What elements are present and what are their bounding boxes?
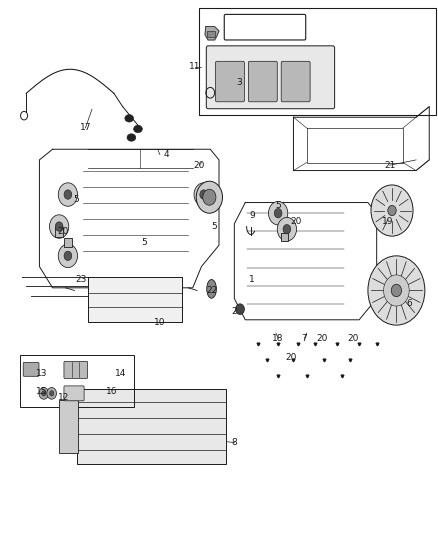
Bar (64, 238, 72, 247)
Circle shape (58, 244, 78, 268)
Text: 14: 14 (115, 369, 126, 377)
Circle shape (42, 391, 46, 396)
Text: 20: 20 (316, 334, 328, 343)
Bar (20, 355, 134, 407)
Text: 11: 11 (189, 62, 201, 71)
Circle shape (277, 217, 297, 241)
FancyBboxPatch shape (64, 386, 84, 401)
Circle shape (55, 222, 63, 231)
Text: 4: 4 (164, 150, 169, 159)
Circle shape (203, 189, 216, 205)
Text: 20: 20 (286, 353, 297, 361)
Circle shape (47, 387, 57, 399)
Text: 20: 20 (347, 334, 358, 343)
Text: 5: 5 (141, 238, 148, 247)
Text: 5: 5 (74, 196, 80, 204)
Circle shape (58, 183, 78, 206)
Text: 5: 5 (212, 222, 218, 231)
Text: 20: 20 (58, 228, 69, 236)
Text: 16: 16 (106, 387, 117, 396)
Bar (281, 233, 288, 241)
Circle shape (268, 201, 288, 225)
Circle shape (236, 304, 244, 314)
Text: 3: 3 (236, 78, 242, 87)
Circle shape (196, 181, 223, 213)
Circle shape (384, 275, 409, 306)
Text: 10: 10 (154, 318, 166, 327)
Text: 5: 5 (275, 201, 281, 209)
FancyBboxPatch shape (248, 61, 277, 102)
Text: 20: 20 (290, 217, 301, 225)
Text: 9: 9 (249, 212, 255, 220)
Text: 7: 7 (301, 334, 307, 343)
Polygon shape (205, 27, 219, 40)
Text: 15: 15 (36, 387, 47, 396)
Text: 17: 17 (80, 124, 91, 132)
Circle shape (371, 185, 413, 236)
Text: 8: 8 (231, 438, 237, 447)
Ellipse shape (125, 115, 134, 122)
Text: 1: 1 (249, 276, 255, 284)
Ellipse shape (134, 125, 142, 133)
Text: 19: 19 (382, 217, 393, 225)
Circle shape (64, 190, 72, 199)
Text: 21: 21 (384, 161, 396, 169)
Text: 12: 12 (58, 393, 69, 401)
Circle shape (368, 256, 425, 325)
Text: 2: 2 (232, 308, 237, 316)
FancyBboxPatch shape (23, 362, 39, 376)
Circle shape (274, 208, 282, 218)
Bar (199, 8, 436, 115)
Text: 6: 6 (406, 300, 413, 308)
Bar (88, 277, 182, 322)
Text: 20: 20 (194, 161, 205, 169)
FancyBboxPatch shape (64, 361, 88, 378)
Circle shape (49, 391, 54, 396)
Circle shape (283, 224, 291, 234)
Bar (55, 227, 63, 237)
Circle shape (388, 205, 396, 216)
Bar (77, 389, 226, 464)
Circle shape (49, 215, 69, 238)
Circle shape (39, 387, 49, 399)
Text: 22: 22 (207, 286, 218, 295)
Text: 23: 23 (75, 276, 87, 284)
Ellipse shape (207, 279, 216, 298)
FancyBboxPatch shape (281, 61, 310, 102)
Text: 18: 18 (272, 334, 284, 343)
Ellipse shape (127, 134, 136, 141)
Circle shape (194, 183, 213, 206)
Circle shape (64, 251, 72, 261)
Bar (207, 31, 215, 37)
FancyBboxPatch shape (215, 61, 244, 102)
Circle shape (391, 284, 402, 297)
Circle shape (200, 190, 208, 199)
Text: 13: 13 (36, 369, 47, 377)
Bar (59, 400, 78, 453)
FancyBboxPatch shape (206, 46, 335, 109)
